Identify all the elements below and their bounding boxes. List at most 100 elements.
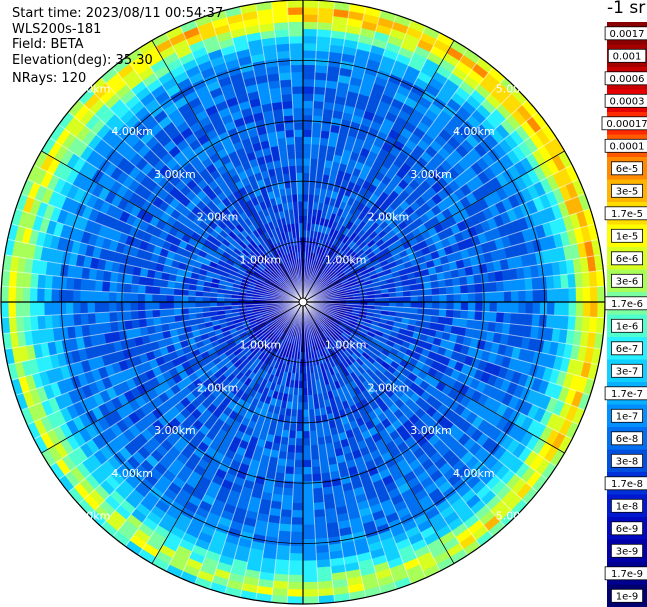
ppi-cell	[94, 290, 103, 303]
ppi-cell	[101, 291, 110, 303]
ppi-cell	[281, 494, 294, 504]
ppi-cell	[151, 309, 161, 319]
ppi-cell	[302, 509, 315, 518]
ppi-cell	[311, 459, 321, 468]
ppi-cell	[445, 285, 455, 295]
ppi-cell	[79, 290, 88, 303]
ppi-cell	[296, 409, 304, 418]
ppi-cell	[29, 273, 39, 289]
ppi-cell	[302, 581, 319, 590]
ppi-cell	[312, 487, 324, 497]
ppi-cell	[568, 287, 577, 303]
ppi-cell	[282, 107, 294, 117]
ppi-cell	[137, 293, 146, 303]
ppi-cell	[489, 291, 498, 303]
ppi-cell	[44, 314, 53, 330]
ppi-cell	[424, 294, 433, 303]
ppi-cell	[22, 287, 31, 303]
ppi-cell	[309, 158, 319, 167]
ppi-cell	[65, 313, 75, 328]
ppi-cell	[302, 502, 315, 511]
ppi-cell	[302, 143, 312, 152]
ppi-cell	[316, 28, 332, 38]
ppi-cell	[302, 445, 312, 454]
ppi-cell	[302, 409, 310, 418]
ppi-cell	[302, 452, 312, 461]
ppi-cell	[313, 93, 326, 103]
ppi-cell	[574, 272, 584, 288]
ppi-cell	[65, 301, 74, 315]
ppi-cell	[302, 78, 315, 87]
ppi-cell	[137, 284, 146, 294]
ppi-cell	[80, 278, 89, 291]
ppi-cell	[87, 290, 96, 303]
ppi-cell	[291, 502, 304, 511]
ppi-cell	[410, 295, 419, 303]
ppi-cell	[302, 596, 320, 604]
ppi-cell	[314, 516, 327, 525]
ppi-cell	[295, 438, 304, 447]
ppi-cell	[1, 285, 9, 303]
ppi-cell	[272, 14, 289, 24]
ppi-cell	[475, 301, 484, 312]
ppi-cell	[288, 574, 304, 583]
ppi-cell	[525, 301, 534, 315]
ppi-cell	[274, 36, 290, 45]
ppi-cell	[317, 573, 333, 583]
ppi-cell	[313, 509, 326, 518]
ppi-cell	[302, 93, 315, 102]
ppi-cell	[467, 292, 476, 303]
ppi-cell	[315, 50, 330, 60]
ppi-cell	[273, 573, 289, 583]
ppi-cell	[466, 319, 475, 330]
ppi-cell	[194, 301, 203, 308]
ppi-cell	[510, 301, 519, 314]
ppi-cell	[1, 301, 9, 319]
ppi-cell	[496, 301, 505, 313]
ppi-cell	[567, 315, 577, 331]
ppi-cell	[302, 28, 318, 37]
ppi-cell	[302, 488, 314, 497]
ppi-cell	[312, 107, 324, 117]
ppi-cell	[285, 136, 295, 145]
ppi-cell	[173, 294, 182, 303]
ppi-cell	[7, 286, 17, 303]
ppi-cell	[424, 301, 433, 310]
ppi-cell	[151, 293, 160, 303]
ppi-cell	[130, 292, 139, 303]
ppi-cell	[276, 50, 291, 60]
ppi-cell	[403, 301, 412, 308]
ppi-cell	[302, 431, 311, 439]
ppi-cell	[123, 310, 132, 322]
ppi-cell	[87, 312, 96, 325]
ppi-cell	[495, 311, 505, 324]
ppi-cell	[131, 319, 140, 330]
ppi-cell	[439, 294, 448, 303]
ppi-cell	[302, 495, 314, 504]
ppi-cell	[108, 281, 118, 293]
ppi-cell	[284, 466, 295, 475]
ppi-cell	[295, 423, 304, 432]
ppi-cell	[310, 451, 320, 461]
ppi-cell	[488, 281, 498, 293]
ppi-cell	[316, 566, 332, 576]
ppi-cell	[287, 581, 304, 590]
ppi-cell	[302, 42, 317, 51]
ppi-cell	[510, 312, 519, 325]
ppi-cell	[187, 295, 196, 303]
ppi-cell	[312, 494, 325, 504]
ppi-cell	[15, 316, 25, 333]
ppi-cell	[151, 285, 161, 295]
ppi-cell	[553, 314, 562, 330]
ppi-cell	[315, 43, 331, 52]
ppi-cell	[446, 301, 455, 311]
ppi-cell	[312, 100, 325, 110]
ppi-cell	[317, 580, 334, 590]
ppi-cell	[294, 459, 304, 468]
ppi-cell	[271, 7, 289, 17]
ppi-cell	[302, 588, 319, 598]
ppi-cell	[310, 143, 320, 153]
ppi-cell	[445, 309, 455, 319]
ppi-cell	[302, 186, 310, 195]
